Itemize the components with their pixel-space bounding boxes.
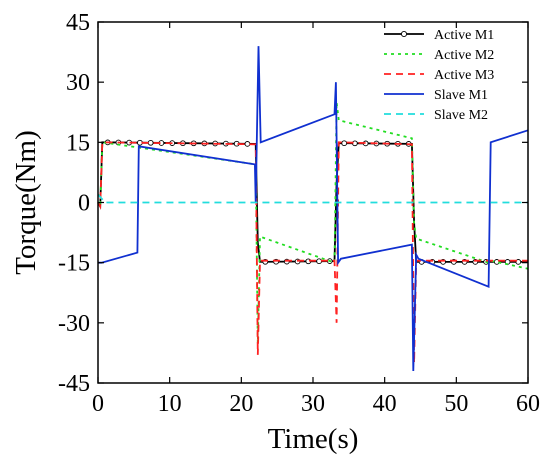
- legend-marker: [400, 30, 408, 38]
- y-tick-label: -30: [58, 311, 90, 337]
- y-tick-label: 30: [66, 70, 90, 96]
- x-tick-label: 60: [516, 391, 540, 417]
- series-line-slave-m2: [97, 193, 528, 204]
- series-marker-active-m1: [341, 140, 348, 147]
- legend-label: Active M3: [434, 68, 494, 83]
- x-tick-label: 20: [229, 391, 253, 417]
- x-tick-label: 10: [158, 391, 182, 417]
- series-marker-active-m1: [515, 259, 522, 265]
- x-tick-label: 30: [301, 391, 325, 417]
- y-tick-label: 45: [66, 10, 90, 36]
- legend-label: Active M2: [434, 48, 494, 63]
- y-tick-label: -45: [58, 371, 90, 397]
- series-layer: [97, 46, 529, 372]
- series-marker-active-m1: [244, 141, 251, 147]
- series-marker-active-m1: [147, 139, 154, 146]
- series-line-active-m2: [97, 102, 529, 343]
- ticks-layer: 0 10 20 30 40 50 60 -45 -30 -15 0 15 30 45: [58, 10, 540, 417]
- series-line-slave-m1: [98, 46, 529, 372]
- series-marker-active-m1: [316, 258, 322, 265]
- y-axis-title: Torque(Nm): [10, 130, 42, 275]
- legend-label: Slave M1: [434, 88, 488, 103]
- legend-label: Active M1: [434, 28, 494, 43]
- y-tick-label: -15: [58, 251, 90, 277]
- legend: Active M1 Active M2 Active M3 Slave M1 Slave…: [384, 28, 494, 123]
- x-axis-title: Time(s): [268, 423, 359, 455]
- y-tick-label: 15: [66, 130, 90, 156]
- y-tick-label: 0: [78, 191, 90, 217]
- x-tick-label: 50: [444, 391, 468, 417]
- series-line-active-m3: [97, 141, 528, 363]
- x-tick-label: 40: [373, 391, 397, 417]
- x-tick-label: 0: [92, 391, 104, 417]
- legend-label: Slave M2: [434, 108, 488, 123]
